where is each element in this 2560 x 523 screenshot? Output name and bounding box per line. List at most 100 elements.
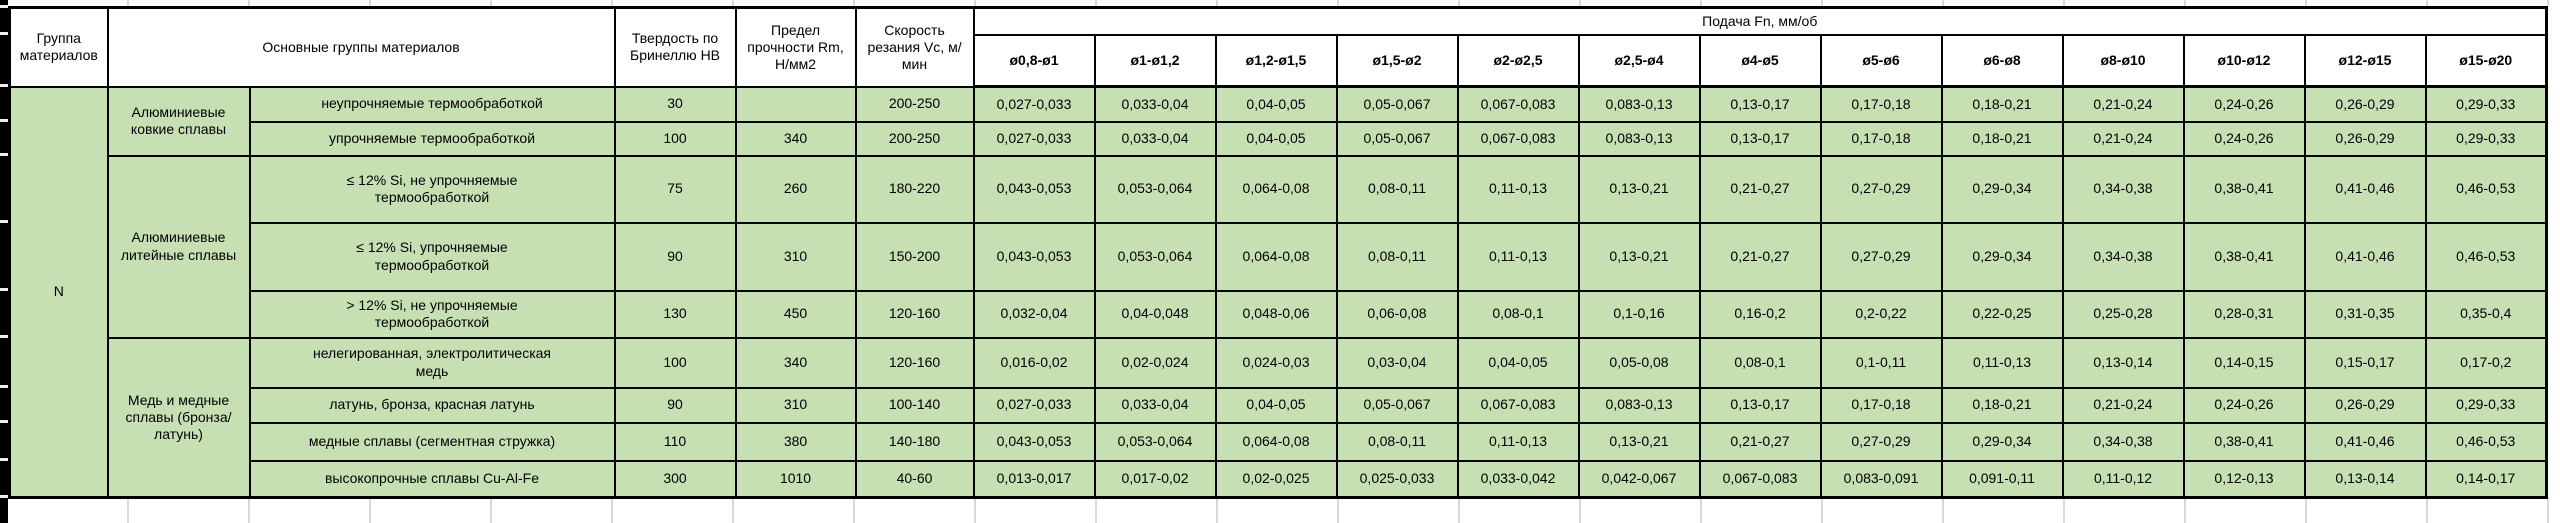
- feed-value-cell: 0,033-0,042: [1456, 459, 1580, 499]
- material-subgroup-cell: неупрочняемые термообработкой: [248, 85, 616, 123]
- table-body: N Алюминиевые ковкие сплавы неупрочняемые …: [8, 85, 2548, 499]
- feed-value-cell: 0,053-0,064: [1093, 421, 1217, 462]
- feed-value-cell: 0,048-0,06: [1214, 289, 1338, 339]
- material-subgroup-label: > 12% Si, не упрочняемые термообработкой: [346, 296, 518, 330]
- feed-value-cell: 0,41-0,46: [2303, 421, 2427, 462]
- feed-value-cell: 0,21-0,24: [2061, 120, 2185, 157]
- feed-value-cell: 0,064-0,08: [1214, 154, 1338, 224]
- material-subgroup-cell: ≤ 12% Si, не упрочняемые термообработкой: [248, 154, 616, 224]
- material-subgroup-label: нелегированная, электролитическая медь: [312, 345, 552, 379]
- feed-value-cell: 0,13-0,14: [2303, 459, 2427, 499]
- feed-value-cell: 0,05-0,08: [1577, 336, 1701, 389]
- feed-value-cell: 0,064-0,08: [1214, 421, 1338, 462]
- feed-value-cell: 0,21-0,24: [2061, 386, 2185, 424]
- row-boundary-tick: [0, 335, 8, 338]
- feed-value-cell: 0,46-0,53: [2424, 154, 2548, 224]
- header-feed: Подача Fn, мм/об: [972, 6, 2548, 36]
- row-boundary-tick: [0, 119, 8, 122]
- material-class-cell: Алюминиевые ковкие сплавы: [106, 85, 251, 157]
- feed-value-cell: 0,08-0,11: [1335, 221, 1459, 292]
- feed-size-header: ø15-ø20: [2424, 33, 2548, 88]
- material-subgroup-cell: упрочняемые термообработкой: [248, 120, 616, 157]
- table-row: латунь, бронза, красная латунь 90 310 100-1…: [10, 386, 2548, 424]
- feed-value-cell: 0,41-0,46: [2303, 221, 2427, 292]
- material-class-label: Алюминиевые литейные сплавы: [120, 229, 237, 263]
- material-subgroup-label: ≤ 12% Si, не упрочняемые термообработкой: [346, 171, 518, 205]
- feed-value-cell: 0,22-0,25: [1940, 289, 2064, 339]
- strength-value-cell: 310: [734, 386, 857, 424]
- feed-value-cell: 0,38-0,41: [2182, 154, 2306, 224]
- material-class-cell: Медь и медные сплавы (бронза/латунь): [106, 336, 251, 499]
- feed-value-cell: 0,34-0,38: [2061, 421, 2185, 462]
- material-subgroup-cell: высокопрочные сплавы Cu-Al-Fe: [248, 459, 616, 499]
- feed-value-cell: 0,29-0,34: [1940, 221, 2064, 292]
- feed-value-cell: 0,29-0,33: [2424, 120, 2548, 157]
- feed-size-header: ø6-ø8: [1940, 33, 2064, 88]
- feed-value-cell: 0,13-0,21: [1577, 421, 1701, 462]
- feed-value-cell: 0,14-0,17: [2424, 459, 2548, 499]
- feed-value-cell: 0,27-0,29: [1819, 154, 1943, 224]
- feed-value-cell: 0,067-0,083: [1456, 85, 1580, 123]
- feed-value-cell: 0,08-0,1: [1698, 336, 1822, 389]
- row-boundary-tick: [0, 458, 8, 461]
- feed-value-cell: 0,29-0,33: [2424, 386, 2548, 424]
- row-boundary-tick: [0, 288, 8, 291]
- feed-value-cell: 0,05-0,067: [1335, 120, 1459, 157]
- cutting-speed-cell: 120-160: [854, 336, 975, 389]
- cutting-speed-cell: 200-250: [854, 120, 975, 157]
- feed-value-cell: 0,091-0,11: [1940, 459, 2064, 499]
- row-boundary-tick: [0, 495, 8, 498]
- feed-size-row: ø0,8-ø1 ø1-ø1,2 ø1,2-ø1,5 ø1,5-ø2 ø2-ø2,5 ø2,…: [10, 33, 2548, 88]
- feed-value-cell: 0,38-0,41: [2182, 421, 2306, 462]
- row-boundary-tick: [0, 32, 8, 35]
- material-class-cell: Алюминиевые литейные сплавы: [106, 154, 251, 339]
- material-subgroup-cell: латунь, бронза, красная латунь: [248, 386, 616, 424]
- hardness-value-cell: 130: [613, 289, 737, 339]
- row-boundary-tick: [0, 220, 8, 223]
- header-speed: Скорость резания Vc, м/мин: [854, 6, 975, 88]
- feed-size-header: ø1,5-ø2: [1335, 33, 1459, 88]
- feed-value-cell: 0,21-0,27: [1698, 421, 1822, 462]
- table-row: медные сплавы (сегментная стружка) 110 380…: [10, 421, 2548, 462]
- feed-value-cell: 0,25-0,28: [2061, 289, 2185, 339]
- feed-value-cell: 0,18-0,21: [1940, 120, 2064, 157]
- feed-value-cell: 0,05-0,067: [1335, 386, 1459, 424]
- cutting-speed-cell: 200-250: [854, 85, 975, 123]
- feed-value-cell: 0,24-0,26: [2182, 386, 2306, 424]
- feed-value-cell: 0,15-0,17: [2303, 336, 2427, 389]
- material-group-cell: N: [8, 85, 109, 499]
- feed-value-cell: 0,26-0,29: [2303, 386, 2427, 424]
- feed-value-cell: 0,21-0,24: [2061, 85, 2185, 123]
- left-edge-strip: [0, 0, 8, 523]
- feed-value-cell: 0,064-0,08: [1214, 221, 1338, 292]
- feed-value-cell: 0,1-0,11: [1819, 336, 1943, 389]
- material-subgroup-label: неупрочняемые термообработкой: [321, 95, 543, 112]
- table-row: Медь и медные сплавы (бронза/латунь) неле…: [10, 336, 2548, 499]
- feed-size-header: ø10-ø12: [2182, 33, 2306, 88]
- cutting-speed-cell: 100-140: [854, 386, 975, 424]
- feed-value-cell: 0,024-0,03: [1214, 336, 1338, 389]
- feed-value-cell: 0,08-0,1: [1456, 289, 1580, 339]
- table-row: Алюминиевые литейные сплавы ≤ 12% Si, не …: [10, 154, 2548, 339]
- feed-value-cell: 0,27-0,29: [1819, 421, 1943, 462]
- row-boundary-tick: [0, 84, 8, 87]
- header-material-group: Группа материалов: [8, 6, 109, 88]
- table-row: высокопрочные сплавы Cu-Al-Fe 300 1010 40-6…: [10, 459, 2548, 499]
- feed-value-cell: 0,13-0,21: [1577, 154, 1701, 224]
- feed-value-cell: 0,067-0,083: [1698, 459, 1822, 499]
- cutting-speed-cell: 120-160: [854, 289, 975, 339]
- hardness-value-cell: 75: [613, 154, 737, 224]
- strength-value-cell: 1010: [734, 459, 857, 499]
- feed-value-cell: 0,033-0,04: [1093, 85, 1217, 123]
- feed-value-cell: 0,31-0,35: [2303, 289, 2427, 339]
- feed-value-cell: 0,17-0,2: [2424, 336, 2548, 389]
- feed-value-cell: 0,033-0,04: [1093, 120, 1217, 157]
- feed-value-cell: 0,04-0,05: [1456, 336, 1580, 389]
- feed-value-cell: 0,21-0,27: [1698, 221, 1822, 292]
- feed-value-cell: 0,027-0,033: [972, 386, 1096, 424]
- material-class-label: Медь и медные сплавы (бронза/латунь): [125, 391, 232, 442]
- feed-size-header: ø4-ø5: [1698, 33, 1822, 88]
- feed-value-cell: 0,11-0,13: [1456, 154, 1580, 224]
- feed-size-header: ø2-ø2,5: [1456, 33, 1580, 88]
- feed-value-cell: 0,053-0,064: [1093, 221, 1217, 292]
